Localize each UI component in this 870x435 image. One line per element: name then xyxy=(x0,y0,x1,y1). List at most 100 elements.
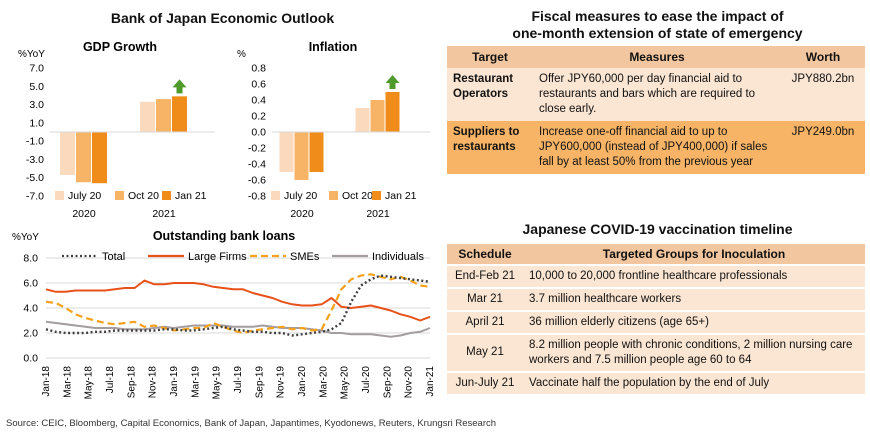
x-tick-label: Jul-19 xyxy=(233,366,244,394)
x-tick-label: Jan-20 xyxy=(297,366,308,397)
bar xyxy=(92,132,107,184)
category-label: 2021 xyxy=(152,208,176,220)
source-note: Source: CEIC, Bloomberg, Capital Economi… xyxy=(6,418,497,429)
bar xyxy=(294,132,309,180)
x-tick-label: Sep-18 xyxy=(126,366,137,399)
vaccine-schedule: May 21 xyxy=(447,332,523,372)
fiscal-header-target: Target xyxy=(447,46,533,68)
up-arrow-icon xyxy=(385,75,400,89)
fiscal-worth: JPY249.0bn xyxy=(781,120,865,174)
tick-label: 8.0 xyxy=(23,253,38,265)
bar xyxy=(156,99,171,132)
tick-label: 0.8 xyxy=(251,63,266,75)
gdp-growth-chart: GDP Growth %YoY 7.0 5.0 3.0 1.0 -1.0 -3.0 -5.0 -7… xyxy=(18,40,215,220)
x-tick-label: Sep-20 xyxy=(382,366,393,399)
legend-label: Oct 20 xyxy=(128,190,159,202)
tick-label: 4.0 xyxy=(23,303,38,315)
x-tick-label: Jan-19 xyxy=(169,366,180,397)
fiscal-title: Fiscal measures to ease the impact of on… xyxy=(445,8,870,42)
bar xyxy=(355,108,370,132)
fiscal-title-line2: one-month extension of state of emergenc… xyxy=(512,25,803,41)
table-row: Jun-July 21 Vaccinate half the populatio… xyxy=(447,370,865,394)
x-tick-label: May-19 xyxy=(212,366,223,400)
x-tick-label: Jan-21 xyxy=(425,366,436,397)
tick-label: -0.4 xyxy=(248,159,266,171)
chart-title: GDP Growth xyxy=(83,40,157,54)
legend-label: Jan 21 xyxy=(175,190,207,202)
category-label: 2020 xyxy=(290,208,314,220)
table-row: Restaurant Operators Offer JPY60,000 per… xyxy=(447,68,865,121)
legend-label: SMEs xyxy=(290,251,320,263)
vaccine-group: 8.2 million people with chronic conditio… xyxy=(523,332,865,372)
vaccine-group: Vaccinate half the population by the end… xyxy=(523,370,865,394)
tick-label: 5.0 xyxy=(29,81,44,93)
vaccine-schedule: End-Feb 21 xyxy=(447,264,523,288)
legend-label: Large Firms xyxy=(188,251,247,263)
inflation-chart: Inflation% 0.8 0.6 0.4 0.2 0.0 -0.2 -0.4 -0.6 -0.… xyxy=(237,40,430,220)
series-line xyxy=(45,273,431,335)
tick-label: 3.0 xyxy=(29,99,44,111)
tick-label: -7.0 xyxy=(26,191,44,203)
up-arrow-icon xyxy=(172,79,187,94)
fiscal-table: Target Measures Worth Restaurant Operato… xyxy=(447,46,865,174)
tick-label: 0.0 xyxy=(23,353,38,365)
tick-label: 6.0 xyxy=(23,278,38,290)
fiscal-worth: JPY880.2bn xyxy=(781,68,865,121)
legend-swatch xyxy=(162,191,171,200)
fiscal-header-worth: Worth xyxy=(781,46,865,68)
bar xyxy=(172,96,187,132)
x-tick-label: May-18 xyxy=(84,366,95,400)
tick-label: 2.0 xyxy=(23,328,38,340)
x-tick-label: Nov-20 xyxy=(404,366,415,399)
legend-label: Individuals xyxy=(372,251,424,263)
x-tick-label: Mar-20 xyxy=(318,366,329,398)
x-tick-label: Jul-20 xyxy=(361,366,372,394)
tick-label: -0.8 xyxy=(248,191,266,203)
vaccine-group: 36 million elderly citizens (age 65+) xyxy=(523,309,865,334)
bar xyxy=(140,101,155,132)
x-tick-label: Jan-18 xyxy=(41,366,52,397)
table-row: Mar 21 3.7 million healthcare workers xyxy=(447,286,865,311)
x-tick-label: Mar-19 xyxy=(190,366,201,398)
bar xyxy=(279,132,294,172)
table-row: May 21 8.2 million people with chronic c… xyxy=(447,332,865,372)
vaccine-schedule: Mar 21 xyxy=(447,286,523,311)
tick-label: -0.2 xyxy=(248,143,266,155)
y-axis-label: % xyxy=(237,49,246,60)
tick-label: -1.0 xyxy=(26,136,44,148)
x-tick-label: May-20 xyxy=(340,366,351,400)
tick-label: 7.0 xyxy=(29,63,44,75)
series-line xyxy=(45,320,431,338)
fiscal-target: Suppliers to restaurants xyxy=(447,120,533,174)
y-axis-label: %YoY xyxy=(12,232,39,243)
legend-label: Oct 20 xyxy=(342,190,373,202)
series-line xyxy=(45,274,431,337)
legend-label: Total xyxy=(102,251,125,263)
legend-label: July 20 xyxy=(284,190,317,202)
vaccine-schedule: April 21 xyxy=(447,309,523,334)
table-row: End-Feb 21 10,000 to 20,000 frontline he… xyxy=(447,264,865,288)
tick-label: 0.4 xyxy=(251,95,266,107)
legend-swatch xyxy=(271,191,280,200)
boj-title: Bank of Japan Economic Outlook xyxy=(110,10,335,26)
legend-swatch xyxy=(55,191,64,200)
table-row: Suppliers to restaurants Increase one-of… xyxy=(447,120,865,174)
x-tick-label: Sep-19 xyxy=(254,366,265,399)
fiscal-target: Restaurant Operators xyxy=(447,68,533,121)
category-label: 2021 xyxy=(366,208,390,220)
tick-label: 0.6 xyxy=(251,79,266,91)
vaccine-header-schedule: Schedule xyxy=(447,244,523,265)
vaccine-schedule: Jun-July 21 xyxy=(447,370,523,394)
tick-label: -0.6 xyxy=(248,175,266,187)
legend-swatch xyxy=(115,191,124,200)
series-line xyxy=(45,279,431,322)
legend-label: July 20 xyxy=(68,190,101,202)
y-axis-label: %YoY xyxy=(18,49,45,60)
vaccine-title: Japanese COVID-19 vaccination timeline xyxy=(522,221,793,237)
legend-swatch xyxy=(372,191,381,200)
bar xyxy=(385,92,400,132)
bank-loans-chart: Outstanding bank loans %YoY 8.0 6.0 4.0 2.0 0.… xyxy=(12,229,436,400)
x-tick-label: Jul-18 xyxy=(105,366,116,394)
legend-label: Jan 21 xyxy=(385,190,417,202)
chart-title: Outstanding bank loans xyxy=(153,229,295,243)
